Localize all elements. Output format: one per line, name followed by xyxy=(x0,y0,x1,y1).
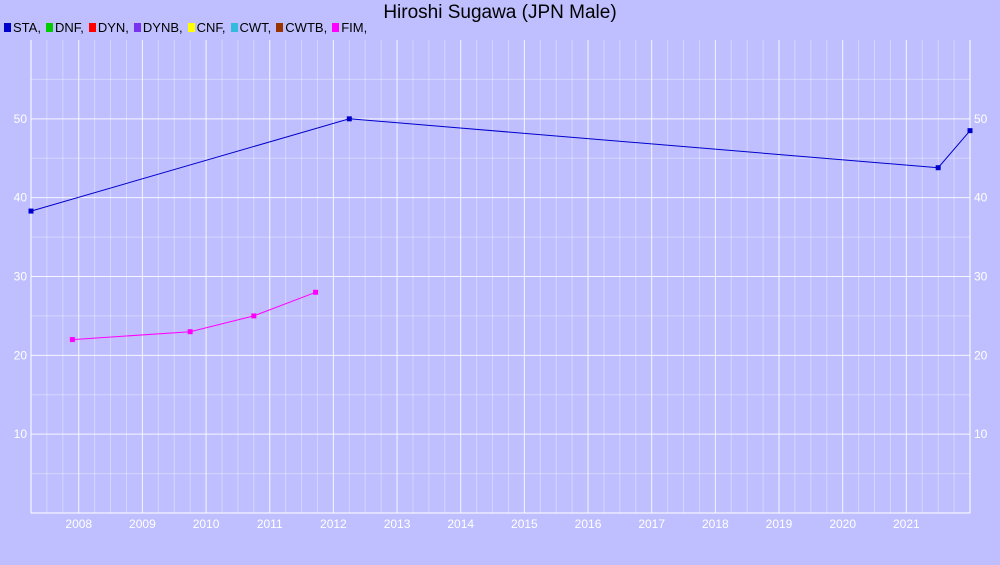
data-point-fim[interactable] xyxy=(187,329,193,335)
y-tick-label-right: 30 xyxy=(974,270,988,284)
x-tick-label: 2010 xyxy=(193,517,220,531)
x-tick-label: 2013 xyxy=(384,517,411,531)
x-tick-label: 2015 xyxy=(511,517,538,531)
data-point-fim[interactable] xyxy=(313,289,319,295)
legend-label: CWTB, xyxy=(285,20,328,35)
legend-label: FIM, xyxy=(341,20,368,35)
x-tick-label: 2012 xyxy=(320,517,347,531)
legend-swatch xyxy=(88,23,96,32)
data-point-fim[interactable] xyxy=(251,313,257,319)
legend-label: STA, xyxy=(13,20,41,35)
legend-item-3: DYNB, xyxy=(133,20,183,35)
x-tick-label: 2020 xyxy=(829,517,856,531)
legend-item-6: CWTB, xyxy=(276,20,327,35)
x-tick-label: 2019 xyxy=(766,517,793,531)
grid xyxy=(30,40,971,513)
y-tick-label-left: 50 xyxy=(14,112,28,126)
y-tick-label-left: 30 xyxy=(14,270,28,284)
data-point-sta[interactable] xyxy=(935,165,941,171)
legend-label: DYN, xyxy=(97,20,129,35)
data-point-sta[interactable] xyxy=(346,116,352,122)
chart-title: Hiroshi Sugawa (JPN Male) xyxy=(383,2,617,23)
axes xyxy=(30,40,971,514)
y-tick-label-left: 20 xyxy=(14,348,28,362)
legend-swatch xyxy=(276,23,284,32)
legend-swatch xyxy=(332,23,340,32)
x-tick-label: 2018 xyxy=(702,517,729,531)
legend-swatch xyxy=(133,23,141,32)
legend: STA, DNF, DYN, DYNB, CNF, CWT, CWTB, FIM, xyxy=(4,20,372,35)
legend-swatch xyxy=(4,23,11,32)
data-point-sta[interactable] xyxy=(967,128,973,134)
legend-item-5: CWT, xyxy=(230,20,272,35)
legend-item-2: DYN, xyxy=(88,20,129,35)
y-tick-label-right: 20 xyxy=(974,348,988,362)
data-point-sta[interactable] xyxy=(28,208,34,214)
legend-swatch xyxy=(187,23,195,32)
x-tick-label: 2016 xyxy=(575,517,602,531)
series xyxy=(28,116,973,343)
y-tick-label-right: 50 xyxy=(974,112,988,126)
legend-item-1: DNF, xyxy=(45,20,84,35)
x-tick-label: 2009 xyxy=(129,517,156,531)
x-tick-label: 2008 xyxy=(65,517,92,531)
x-tick-label: 2017 xyxy=(638,517,665,531)
tick-labels: 2008 2009 2010 2011 2012 2013 2014 2015 2016 2017… xyxy=(14,112,988,531)
data-point-fim[interactable] xyxy=(69,337,75,343)
x-tick-label: 2014 xyxy=(447,517,474,531)
legend-item-0: STA, xyxy=(4,20,41,35)
series-line-sta xyxy=(30,118,971,212)
series-line-fim xyxy=(72,291,316,341)
legend-item-7: FIM, xyxy=(332,20,367,35)
legend-label: DNF, xyxy=(54,20,84,35)
y-tick-label-right: 10 xyxy=(974,427,988,441)
legend-label: CNF, xyxy=(196,20,226,35)
y-tick-label-right: 40 xyxy=(974,191,988,205)
y-tick-label-left: 40 xyxy=(14,191,28,205)
legend-label: CWT, xyxy=(239,20,272,35)
legend-label: DYNB, xyxy=(142,20,183,35)
legend-swatch xyxy=(45,23,53,32)
y-tick-label-left: 10 xyxy=(14,427,28,441)
x-tick-label: 2011 xyxy=(257,517,283,531)
x-tick-label: 2021 xyxy=(893,517,920,531)
legend-item-4: CNF, xyxy=(187,20,226,35)
legend-swatch xyxy=(230,23,238,32)
